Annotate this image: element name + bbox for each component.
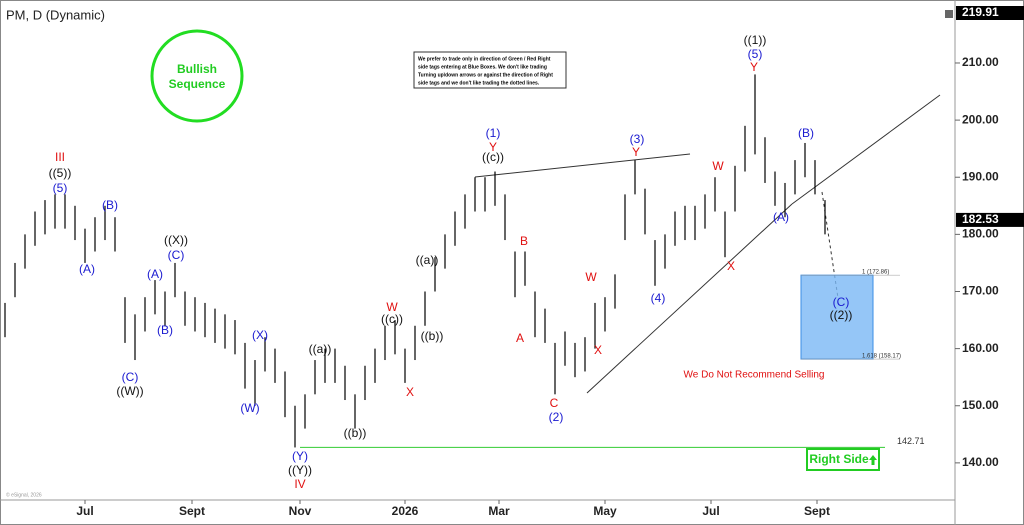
- bullish-text: Bullish: [177, 62, 217, 76]
- wave-label: W: [386, 300, 398, 314]
- wave-label: B: [520, 234, 528, 248]
- bullish-circle: [150, 29, 244, 123]
- wave-label: (C): [833, 295, 850, 309]
- x-tick-label: Sept: [804, 504, 830, 518]
- wave-label: (4): [651, 291, 666, 305]
- wave-label: Y: [750, 60, 758, 74]
- x-tick-label: Jul: [702, 504, 719, 518]
- wave-label: (C): [122, 370, 139, 384]
- trendline: [586, 203, 793, 394]
- wave-label: ((X)): [164, 233, 188, 247]
- wave-label: (B): [798, 126, 814, 140]
- wave-label: (B): [102, 198, 118, 212]
- chart-title: PM, D (Dynamic): [6, 7, 105, 22]
- y-tick-label: 190.00: [962, 169, 999, 183]
- wave-label: A: [516, 331, 524, 345]
- y-tick-label: 160.00: [962, 341, 999, 355]
- wave-label: (X): [252, 328, 268, 342]
- wave-label: ((b)): [344, 426, 367, 440]
- wave-label: W: [712, 159, 724, 173]
- wave-label: ((1)): [744, 33, 767, 47]
- trendline: [791, 94, 941, 205]
- notice-text: We prefer to trade only in direction of …: [418, 56, 551, 62]
- wave-label: C: [550, 396, 559, 410]
- x-tick-label: Nov: [289, 504, 312, 518]
- x-tick-label: Jul: [76, 504, 93, 518]
- wave-label: ((b)): [421, 329, 444, 343]
- high-label: 219.91: [962, 5, 999, 19]
- wave-label: (C): [168, 248, 185, 262]
- up-arrow: [869, 455, 877, 465]
- x-tick-label: 2026: [392, 504, 419, 518]
- y-tick-label: 210.00: [962, 55, 999, 69]
- wave-label: ((c)): [381, 312, 403, 326]
- warning: We Do Not Recommend Selling: [684, 370, 825, 381]
- wave-label: X: [727, 259, 735, 273]
- wave-label: ((Y)): [288, 463, 312, 477]
- wave-label: (3): [630, 132, 645, 146]
- notice-text: side tags and we don't like trading the …: [418, 80, 540, 86]
- wave-label: Y: [489, 140, 497, 154]
- wave-label: ((W)): [116, 384, 143, 398]
- y-tick-label: 140.00: [962, 455, 999, 469]
- y-tick-label: 200.00: [962, 112, 999, 126]
- notice-text: Turning up\down arrows or against the di…: [418, 72, 553, 78]
- wave-label: (A): [79, 262, 95, 276]
- wave-label: Y: [632, 145, 640, 159]
- wave-label: ((a)): [309, 342, 332, 356]
- fib-label: 1.618 (158.17): [862, 354, 901, 360]
- wave-label: (B): [157, 323, 173, 337]
- x-tick-label: Mar: [488, 504, 510, 518]
- wave-label: (5): [53, 181, 68, 195]
- x-tick-label: May: [593, 504, 617, 518]
- wave-label: W: [585, 270, 597, 284]
- wave-label: ((a)): [416, 253, 439, 267]
- wave-label: (W): [240, 401, 259, 415]
- wave-label: ((c)): [482, 150, 504, 164]
- right-side-box: [806, 448, 880, 471]
- wave-label: (1): [486, 126, 501, 140]
- trendline: [474, 153, 691, 178]
- wave-label: X: [594, 343, 602, 357]
- notice-text: side tags entering at Blue Boxes. We don…: [418, 64, 547, 70]
- right-side-text: Right Side: [809, 452, 869, 466]
- y-tick-label: 180.00: [962, 227, 999, 241]
- settings-icon[interactable]: [945, 10, 953, 18]
- wave-label: ((2)): [830, 308, 853, 322]
- notice-box: [413, 51, 567, 89]
- last-price-label: 182.53: [962, 212, 999, 226]
- wave-label: III: [55, 150, 65, 164]
- wave-label: IV: [294, 477, 305, 491]
- wave-label: ((5)): [49, 166, 72, 180]
- wave-label: (5): [748, 47, 763, 61]
- wave-label: (A): [147, 267, 163, 281]
- x-tick-label: Sept: [179, 504, 205, 518]
- wave-label: (2): [549, 410, 564, 424]
- wave-label: (A): [773, 210, 789, 224]
- high-box: [956, 6, 1024, 20]
- support-label: 142.71: [897, 436, 925, 446]
- footer: © eSignal, 2026: [6, 491, 42, 498]
- bullish-text: Sequence: [169, 77, 226, 91]
- fib-label: 1 (172.86): [862, 270, 889, 276]
- wave-label: (Y): [292, 449, 308, 463]
- y-tick-label: 170.00: [962, 284, 999, 298]
- wave-label: X: [406, 385, 414, 399]
- last-price-box: [956, 212, 1024, 227]
- y-tick-label: 150.00: [962, 398, 999, 412]
